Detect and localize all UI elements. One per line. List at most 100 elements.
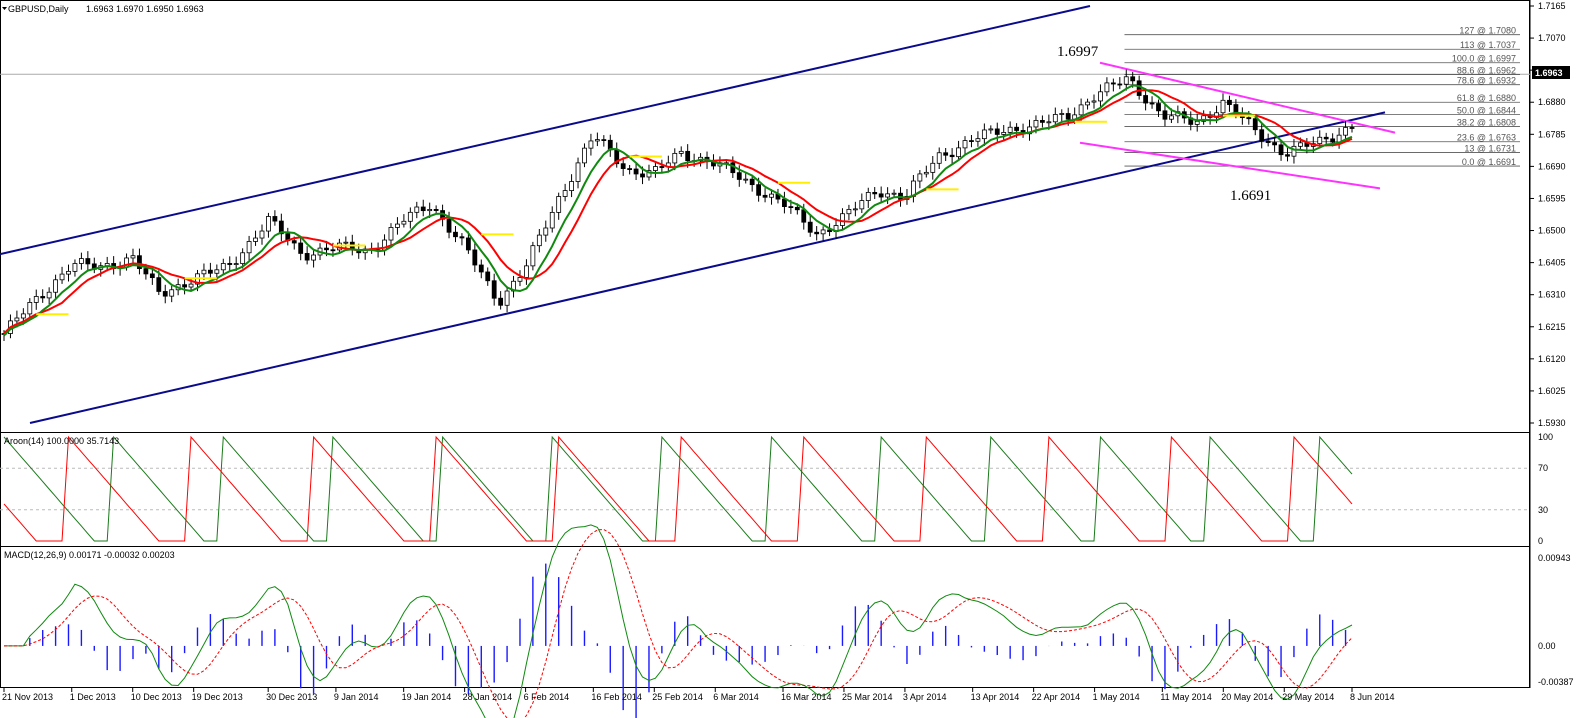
candle-body xyxy=(433,209,439,211)
candle-body xyxy=(588,140,594,149)
candle-body xyxy=(14,317,20,322)
wedge-upper-line xyxy=(1099,61,1396,134)
candle-body xyxy=(1220,99,1226,114)
price-tick-label: 1.6880 xyxy=(1538,97,1566,107)
candle-body xyxy=(465,237,471,251)
fib-level-label: 61.8 @ 1.6880 xyxy=(1457,93,1516,103)
candle-body xyxy=(66,270,71,275)
candle-body xyxy=(446,218,452,233)
candle-body xyxy=(414,206,420,213)
candle-body xyxy=(653,166,658,171)
candle-body xyxy=(498,297,504,306)
candle-body xyxy=(388,227,394,241)
candle-body xyxy=(1149,102,1155,105)
candle-body xyxy=(943,152,949,156)
candle-body xyxy=(749,178,755,186)
candle-body xyxy=(59,273,65,281)
price-tick-label: 1.6690 xyxy=(1538,161,1566,171)
candle-body xyxy=(1343,127,1348,136)
candle-body xyxy=(846,208,852,215)
candle-body xyxy=(1330,138,1336,143)
candle-body xyxy=(156,277,162,292)
candle-body xyxy=(1104,82,1110,93)
candle-body xyxy=(266,216,271,232)
candle-body xyxy=(562,190,568,197)
aroon-up-line xyxy=(3,435,1353,542)
macd-tick-label: 0.00943 xyxy=(1538,553,1571,563)
candle-body xyxy=(485,271,491,282)
price-tick-label: 1.6785 xyxy=(1538,129,1566,139)
candle-body xyxy=(491,280,497,299)
candle-body xyxy=(40,296,46,299)
candle-body xyxy=(949,154,955,158)
date-tick-label: 11 May 2014 xyxy=(1160,692,1211,702)
candle-body xyxy=(1085,101,1090,106)
macd-tick-label: -0.00387 xyxy=(1538,677,1574,687)
candle-body xyxy=(1252,118,1258,131)
candle-body xyxy=(865,192,871,201)
candle-body xyxy=(827,229,832,233)
candle-body xyxy=(543,227,549,236)
date-tick-label: 21 Nov 2013 xyxy=(2,692,53,702)
candle-body xyxy=(130,255,136,259)
date-tick-label: 28 Jan 2014 xyxy=(463,692,513,702)
candle-body xyxy=(807,221,813,233)
fib-level-label: 88.6 @ 1.6962 xyxy=(1457,66,1516,76)
candle-body xyxy=(756,184,762,196)
candle-body xyxy=(672,152,678,164)
date-tick-label: 1 Dec 2013 xyxy=(70,692,116,702)
price-tick-label: 1.7070 xyxy=(1538,33,1566,43)
fib-level-label: 23.6 @ 1.6763 xyxy=(1457,133,1516,143)
candle-body xyxy=(1278,144,1284,156)
candle-body xyxy=(253,237,258,242)
date-tick-label: 19 Jan 2014 xyxy=(402,692,452,702)
candle-body xyxy=(188,283,194,288)
candle-body xyxy=(33,296,39,303)
aroon-down-line xyxy=(3,435,1353,542)
candle-body xyxy=(1227,99,1232,105)
date-tick-label: 30 Dec 2013 xyxy=(266,692,317,702)
candle-body xyxy=(640,173,645,178)
candle-body xyxy=(459,236,465,239)
candle-body xyxy=(769,193,774,198)
candle-body xyxy=(1059,113,1065,115)
candle-body xyxy=(620,163,626,169)
aroon-panel: 100 70 30 0 xyxy=(0,432,1553,546)
date-tick-label: 16 Mar 2014 xyxy=(781,692,832,702)
candle-body xyxy=(962,140,968,149)
candle-body xyxy=(137,255,142,270)
candle-body xyxy=(536,234,542,247)
candle-body xyxy=(343,241,349,244)
candle-body xyxy=(820,229,826,235)
candle-body xyxy=(1130,76,1136,82)
candle-body xyxy=(1349,127,1355,129)
candle-body xyxy=(594,139,600,142)
candle-body xyxy=(891,192,897,195)
candle-body xyxy=(994,128,1000,135)
candle-body xyxy=(633,168,639,175)
candle-body xyxy=(969,140,974,142)
macd-label: MACD(12,26,9) 0.00171 -0.00032 0.00203 xyxy=(4,550,175,560)
candle-body xyxy=(981,129,987,140)
panel-frames xyxy=(0,0,1530,688)
candle-body xyxy=(762,194,768,198)
candle-body xyxy=(1143,95,1149,104)
date-tick-label: 16 Feb 2014 xyxy=(591,692,642,702)
candle-body xyxy=(1040,120,1045,123)
candle-body xyxy=(304,253,310,261)
fib-level-label: 78.6 @ 1.6932 xyxy=(1457,76,1516,86)
candle-body xyxy=(453,231,458,238)
candle-body xyxy=(1033,120,1039,128)
dropdown-triangle-icon xyxy=(2,7,7,10)
candle-body xyxy=(20,313,26,319)
candle-body xyxy=(549,211,555,229)
candle-body xyxy=(407,211,413,222)
candle-body xyxy=(246,241,252,254)
candle-body xyxy=(975,138,981,142)
candle-body xyxy=(220,263,226,271)
trend-channel xyxy=(0,5,1386,424)
moving-averages xyxy=(3,84,1353,337)
candle-body xyxy=(852,208,858,211)
macd-tick-label: 0.00 xyxy=(1538,641,1556,651)
